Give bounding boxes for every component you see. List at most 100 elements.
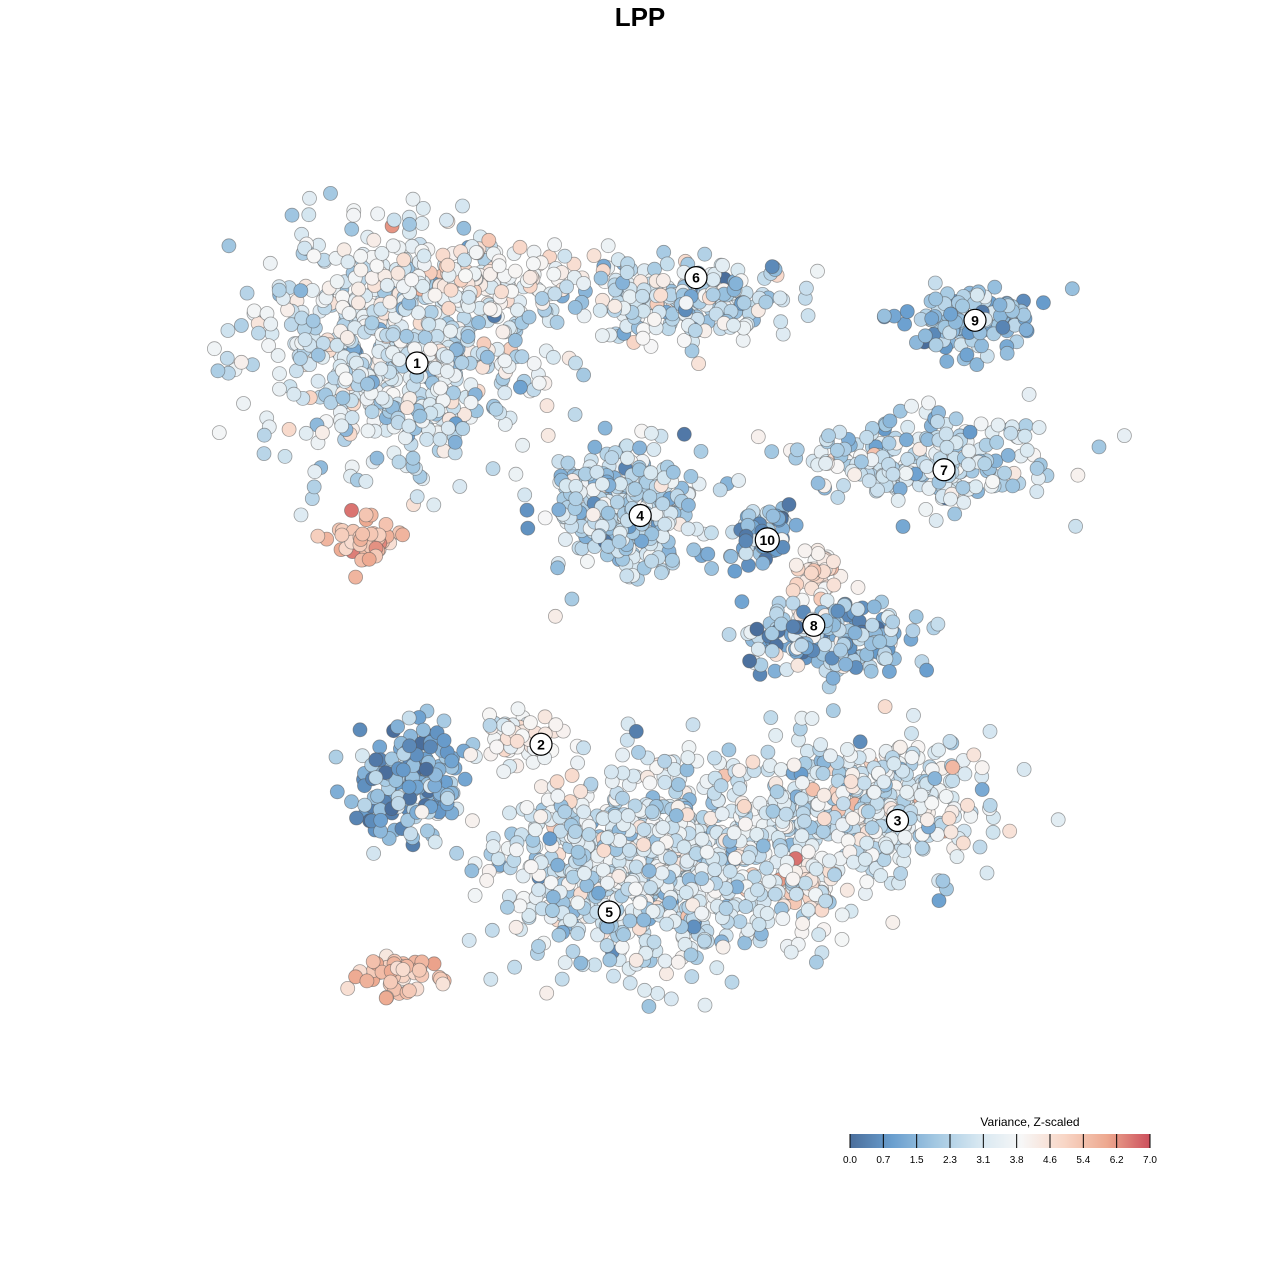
cluster-label-text: 10 [760, 532, 776, 548]
data-point [793, 791, 809, 807]
data-point [654, 865, 670, 881]
data-point [439, 349, 455, 365]
data-point [307, 464, 323, 480]
data-point [655, 273, 671, 288]
data-point [497, 353, 513, 369]
data-point [580, 554, 595, 569]
data-point [353, 248, 369, 264]
data-point [982, 724, 998, 739]
data-point [974, 338, 989, 354]
data-point [373, 361, 389, 377]
data-point [632, 895, 648, 911]
data-point [436, 713, 452, 729]
data-point [1000, 447, 1016, 463]
data-point [825, 670, 841, 686]
data-point [713, 778, 729, 794]
data-point [670, 954, 686, 970]
data-point [768, 728, 784, 743]
data-point [904, 750, 920, 765]
data-point [1031, 420, 1047, 435]
data-point [838, 657, 853, 672]
data-point [962, 424, 978, 440]
data-point [519, 800, 535, 815]
data-point [509, 733, 525, 749]
data-point [439, 363, 455, 379]
data-point [614, 939, 630, 955]
data-point [899, 304, 915, 319]
data-point [1018, 322, 1034, 338]
data-point [700, 546, 716, 562]
data-point [892, 739, 908, 755]
data-point [346, 207, 362, 223]
data-point [577, 866, 592, 881]
data-point [866, 784, 882, 800]
data-point [669, 808, 684, 823]
data-point [799, 280, 814, 296]
data-point [508, 466, 524, 482]
data-point [685, 717, 701, 733]
data-point [800, 844, 816, 860]
data-point [251, 325, 266, 341]
data-point [941, 811, 957, 826]
data-point [999, 345, 1015, 361]
data-point [1036, 295, 1051, 311]
data-point [646, 442, 662, 457]
data-point [587, 439, 603, 455]
data-point [581, 827, 597, 842]
data-point [772, 290, 788, 306]
data-point [738, 816, 753, 832]
data-point [454, 355, 470, 371]
data-point [879, 839, 895, 855]
data-point [531, 375, 547, 391]
data-point [298, 425, 314, 441]
data-point [1002, 823, 1018, 839]
data-point [942, 734, 958, 749]
data-point [570, 926, 585, 941]
data-point [939, 353, 955, 369]
data-point [714, 806, 730, 822]
data-point [239, 285, 255, 301]
data-point [816, 811, 832, 826]
data-point [815, 766, 831, 781]
data-point [620, 808, 636, 824]
data-point [857, 851, 873, 867]
data-point [969, 287, 985, 303]
data-point [310, 528, 326, 544]
data-point [464, 813, 480, 829]
data-point [277, 448, 293, 464]
data-point [767, 886, 783, 902]
data-point [604, 450, 620, 466]
data-point [460, 329, 476, 344]
data-point [550, 857, 566, 873]
data-point [481, 232, 497, 248]
data-point [531, 939, 546, 954]
data-point [576, 804, 592, 820]
data-point [928, 291, 944, 307]
data-point [568, 355, 583, 371]
data-point [283, 317, 299, 333]
data-point [554, 971, 570, 987]
data-point [797, 813, 812, 829]
data-point [931, 742, 946, 758]
data-point [537, 510, 553, 526]
data-point [395, 527, 411, 543]
data-point [263, 316, 279, 332]
data-point [931, 893, 947, 908]
data-point [830, 489, 846, 505]
data-point [419, 823, 435, 839]
data-point [447, 434, 463, 450]
data-point [591, 529, 606, 544]
data-point [760, 744, 776, 760]
data-point [635, 330, 651, 346]
data-point [446, 385, 461, 401]
legend-tick-label: 3.1 [976, 1155, 990, 1166]
data-point [815, 824, 831, 839]
data-point [676, 839, 692, 855]
data-point [628, 724, 644, 739]
data-point [395, 962, 411, 977]
data-point [401, 779, 417, 795]
data-point [440, 791, 456, 806]
data-point [565, 944, 581, 959]
data-point [509, 842, 524, 858]
data-point [974, 760, 990, 776]
